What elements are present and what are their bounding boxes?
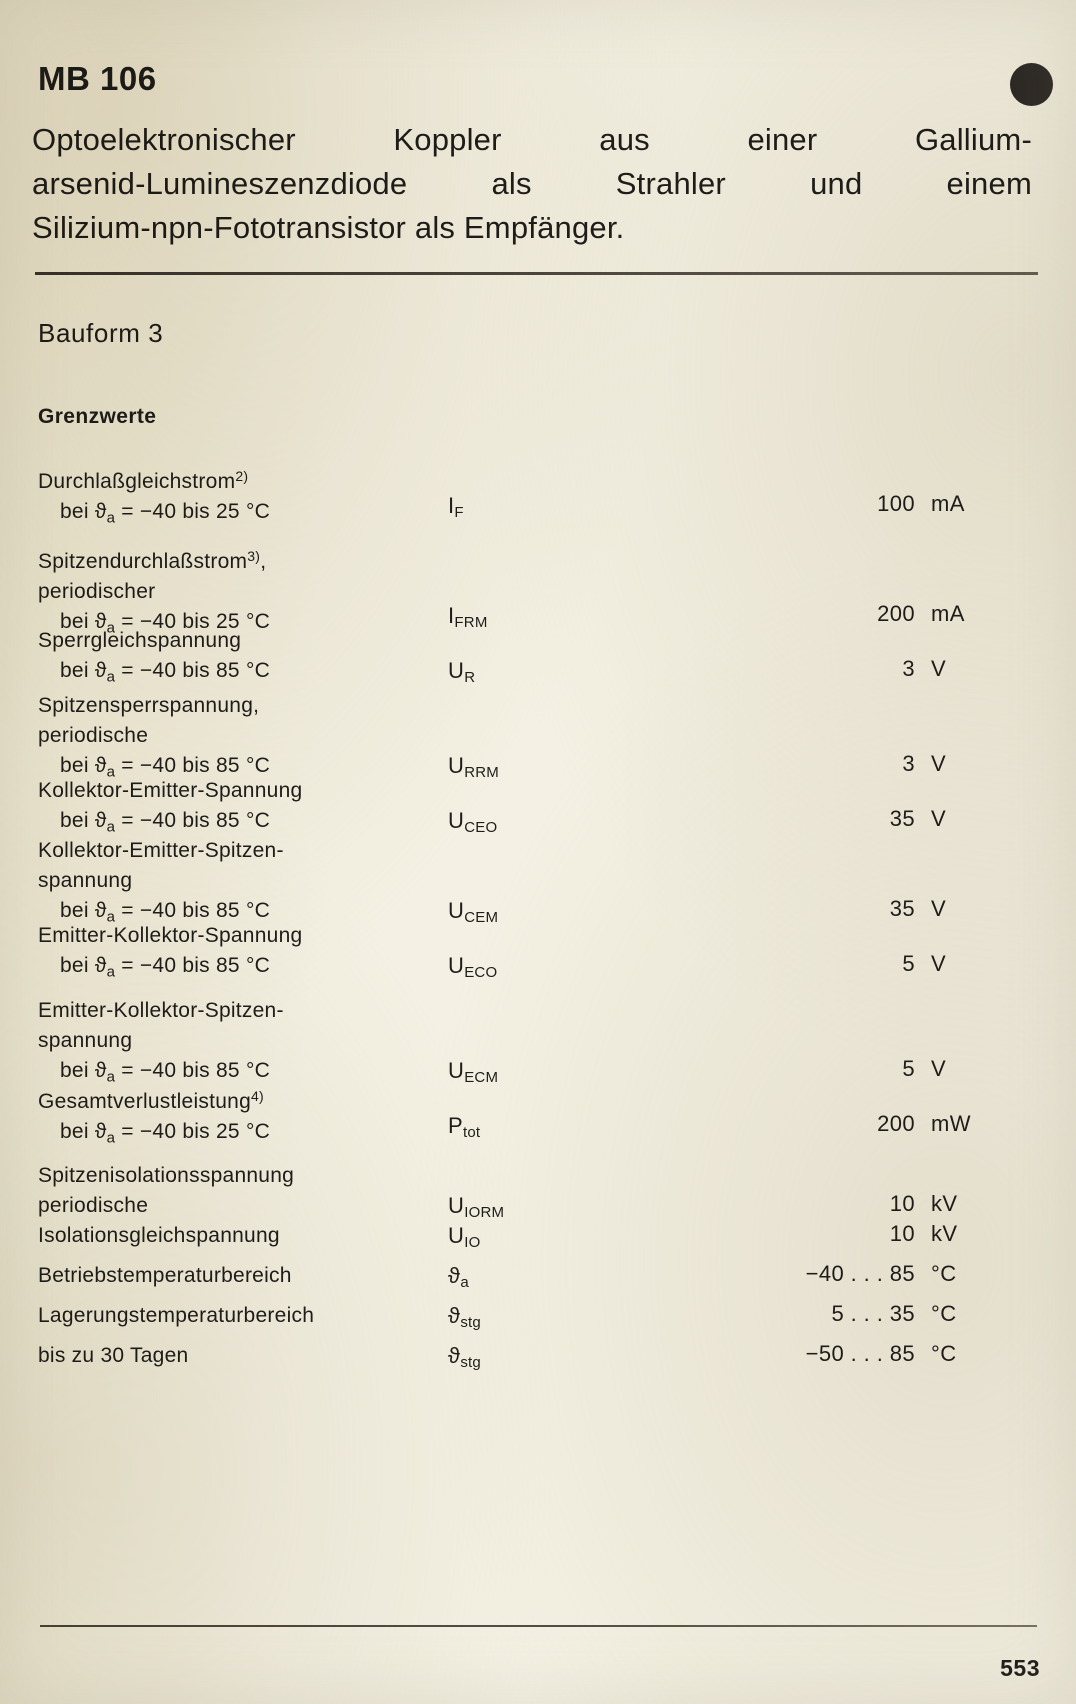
row-description: Spitzendurchlaßstrom3), periodischer bei ϑ… (38, 541, 438, 644)
row-label: Betriebstemperaturbereich (38, 1264, 292, 1287)
row-description: Gesamtverlustleistung4) bei ϑa = −40 bis … (38, 1081, 438, 1154)
row-value: 10 (889, 1191, 915, 1216)
row-condition: bei ϑa = −40 bis 25 °C (60, 610, 271, 637)
row-symbol: UIO (448, 1223, 481, 1252)
row-value: 3 (902, 656, 915, 681)
row-unit: °C (931, 1301, 957, 1326)
row-value: 5 (902, 951, 915, 976)
row-condition: bei ϑa = −40 bis 85 °C (60, 754, 271, 781)
row-value: 35 (889, 896, 915, 921)
row-unit: °C (931, 1261, 957, 1286)
row-symbol: UIORM (448, 1193, 505, 1222)
subtitle-line-1: Optoelektronischer Koppler aus einer Gallium… (32, 122, 1032, 157)
row-symbol: ϑstg (448, 1303, 481, 1332)
row-unit: mA (931, 491, 965, 516)
row-symbol: IF (448, 493, 464, 522)
subtitle-line-2: arsenid-Lumineszenzdiode als Strahler und ei… (32, 166, 1032, 201)
row-value: 200 (877, 601, 915, 626)
row-description: Spitzensperrspannung, periodische bei ϑa =… (38, 691, 438, 788)
row-footnote-marker: 3) (247, 548, 261, 564)
row-unit: kV (931, 1221, 958, 1246)
row-description: Durchlaßgleichstrom2) bei ϑa = −40 bis 25… (38, 461, 438, 534)
row-symbol: UCEO (448, 808, 498, 837)
row-symbol: UECO (448, 953, 498, 982)
row-condition: bei ϑa = −40 bis 85 °C (60, 809, 271, 836)
subtitle-line-3: Silizium-npn-Fototransistor als Empfänge… (32, 210, 625, 245)
row-condition: bei ϑa = −40 bis 25 °C (60, 500, 271, 527)
row-label: Spitzensperrspannung, (38, 694, 260, 717)
row-value: −50 . . . 85 (805, 1341, 915, 1366)
row-label-line2: periodische (38, 1194, 149, 1217)
row-symbol: UECM (448, 1058, 499, 1087)
row-description: Isolationsgleichspannung (38, 1221, 438, 1251)
row-unit: kV (931, 1191, 958, 1216)
row-description: Kollektor-Emitter-Spitzen-spannung bei ϑa… (38, 836, 438, 933)
row-label: Gesamtverlustleistung4) (38, 1088, 264, 1113)
row-label: Kollektor-Emitter-Spannung (38, 779, 303, 802)
row-condition: bei ϑa = −40 bis 85 °C (60, 954, 271, 981)
bauform-label: Bauform 3 (38, 318, 164, 348)
row-description: Kollektor-Emitter-Spannung bei ϑa = −40 b… (38, 776, 438, 843)
row-unit: V (931, 1056, 947, 1081)
row-value: 10 (889, 1221, 915, 1246)
row-label: Spitzenisolationsspannung (38, 1164, 295, 1187)
row-unit: V (931, 951, 947, 976)
row-unit: °C (931, 1341, 957, 1366)
row-label-line2: periodische (38, 724, 149, 747)
row-condition: bei ϑa = −40 bis 85 °C (60, 899, 271, 926)
row-footnote-marker: 4) (251, 1088, 264, 1104)
row-value: −40 . . . 85 (805, 1261, 915, 1286)
row-symbol: Ptot (448, 1113, 481, 1142)
row-label: Lagerungstemperaturbereich (38, 1304, 315, 1327)
row-description: Emitter-Kollektor-Spitzen-spannung bei ϑa… (38, 996, 438, 1093)
row-label: Kollektor-Emitter-Spitzen- (38, 839, 284, 862)
row-unit: V (931, 656, 947, 681)
footer-divider (40, 1625, 1037, 1627)
row-unit: V (931, 896, 947, 921)
row-symbol: ϑa (448, 1263, 469, 1292)
row-condition: bei ϑa = −40 bis 85 °C (60, 1059, 271, 1086)
page-subtitle: Optoelektronischer Koppler aus einer Gallium… (32, 118, 1032, 250)
section-title-grenzwerte: Grenzwerte (38, 405, 157, 428)
row-description: Betriebstemperaturbereich (38, 1261, 438, 1291)
row-description: Lagerungstemperaturbereich (38, 1301, 438, 1331)
row-symbol: IFRM (448, 603, 488, 632)
row-value: 200 (877, 1111, 915, 1136)
row-description: bis zu 30 Tagen (38, 1341, 438, 1371)
row-value: 5 . . . 35 (831, 1301, 915, 1326)
row-value: 5 (902, 1056, 915, 1081)
row-value: 35 (889, 806, 915, 831)
row-value: 3 (902, 751, 915, 776)
black-dot-marker-icon (1010, 63, 1053, 106)
row-label: Isolationsgleichspannung (38, 1224, 280, 1247)
row-label-line2: spannung (38, 1029, 133, 1052)
row-label: bis zu 30 Tagen (38, 1344, 189, 1367)
row-description: Spitzenisolationsspannung periodische (38, 1161, 438, 1221)
row-description: Sperrgleichspannung bei ϑa = −40 bis 85 °… (38, 626, 438, 693)
row-symbol: UR (448, 658, 476, 687)
row-unit: mW (931, 1111, 971, 1136)
row-unit: V (931, 751, 947, 776)
row-label: Sperrgleichspannung (38, 629, 242, 652)
part-number: MB 106 (38, 60, 157, 97)
row-label: Emitter-Kollektor-Spitzen- (38, 999, 284, 1022)
row-label: Spitzendurchlaßstrom3), (38, 548, 267, 573)
row-footnote-marker: 2) (235, 468, 249, 484)
row-label: Emitter-Kollektor-Spannung (38, 924, 303, 947)
page-number: 553 (1000, 1655, 1040, 1681)
row-unit: V (931, 806, 947, 831)
row-condition: bei ϑa = −40 bis 85 °C (60, 659, 271, 686)
row-symbol: ϑstg (448, 1343, 481, 1372)
row-label: Durchlaßgleichstrom2) (38, 468, 249, 493)
row-label-line2: periodischer (38, 580, 156, 603)
row-symbol: URRM (448, 753, 499, 782)
row-unit: mA (931, 601, 965, 626)
row-value: 100 (877, 491, 915, 516)
row-condition: bei ϑa = −40 bis 25 °C (60, 1120, 271, 1147)
row-label-line2: spannung (38, 869, 133, 892)
row-description: Emitter-Kollektor-Spannung bei ϑa = −40 b… (38, 921, 438, 988)
row-symbol: UCEM (448, 898, 499, 927)
header-divider (35, 272, 1038, 275)
